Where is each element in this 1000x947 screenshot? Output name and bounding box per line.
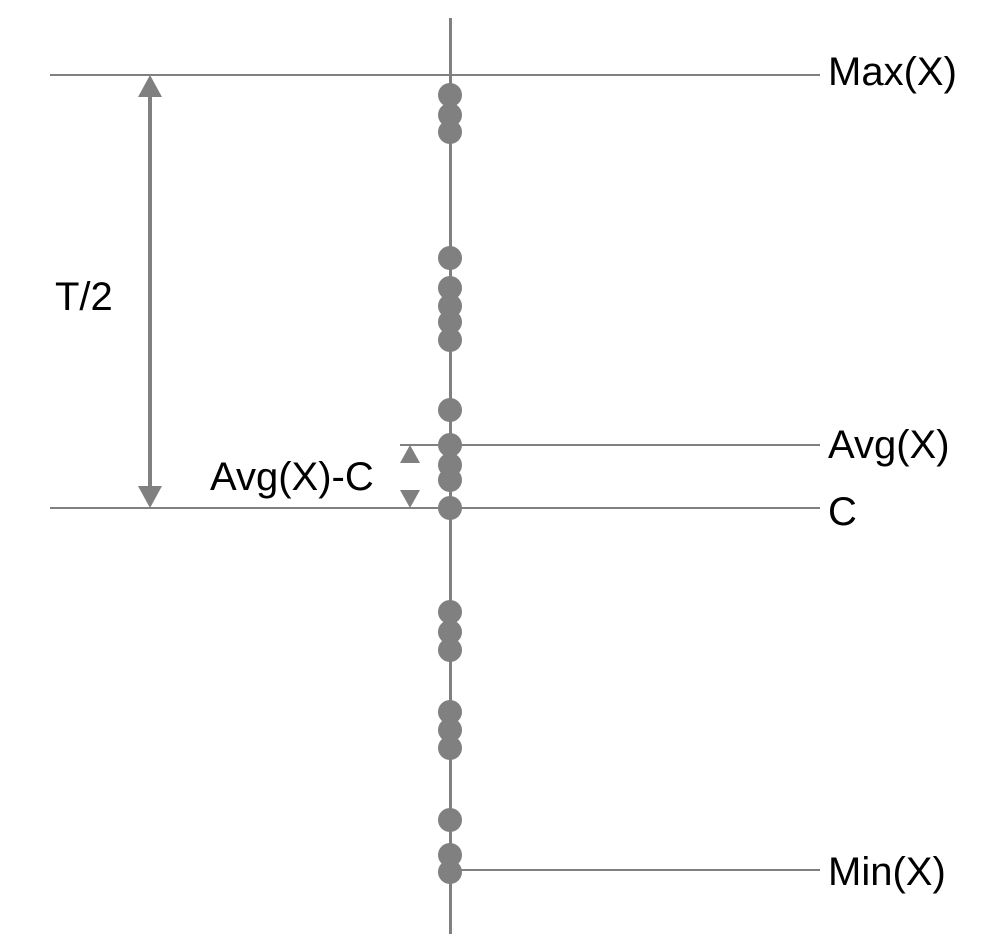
data-dot (438, 736, 462, 760)
data-dot (438, 468, 462, 492)
data-dot (438, 246, 462, 270)
avgc-arrow-down (400, 490, 420, 508)
avg-minus-c-label: Avg(X)-C (210, 455, 374, 500)
diagram-container: Max(X) Avg(X) C Min(X) T/2 Avg(X)-C (0, 0, 1000, 947)
data-dot (438, 328, 462, 352)
data-dot (438, 496, 462, 520)
avg-line (400, 444, 820, 446)
data-dot (438, 860, 462, 884)
data-dot (438, 398, 462, 422)
c-label: C (828, 490, 857, 535)
data-dot (438, 120, 462, 144)
min-line (450, 869, 820, 871)
t-half-arrow-line (148, 93, 152, 490)
c-line (50, 507, 820, 509)
data-dot (438, 808, 462, 832)
t-half-arrow-down (138, 486, 162, 508)
data-dot (438, 638, 462, 662)
max-line (50, 74, 820, 76)
t-half-label: T/2 (55, 275, 113, 320)
t-half-arrow-up (138, 75, 162, 97)
min-label: Min(X) (828, 850, 946, 895)
max-label: Max(X) (828, 50, 957, 95)
avg-label: Avg(X) (828, 423, 950, 468)
avgc-arrow-up (400, 445, 420, 463)
